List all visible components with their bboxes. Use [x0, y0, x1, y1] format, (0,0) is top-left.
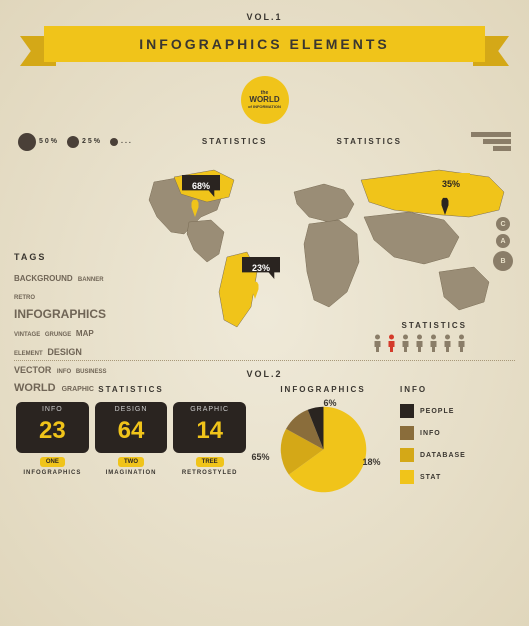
tag-word: MAP: [76, 329, 94, 338]
legend-item: PEOPLE: [400, 404, 513, 418]
pie-chart: 65% 18% 6%: [276, 402, 371, 497]
card-number: 14: [173, 415, 246, 453]
tag-word: GRUNGE: [45, 332, 73, 338]
tag-word: RETRO: [14, 295, 35, 301]
card-label: IMAGINATION: [95, 470, 168, 476]
pct-dot: ...: [110, 138, 133, 146]
legend-dot: B: [493, 251, 513, 271]
tag-word: VECTOR: [14, 365, 54, 375]
world-badge: the WORLD of INFORMATION: [241, 76, 289, 124]
map-legend-dots: CAB: [493, 217, 513, 271]
legend-swatch: [400, 404, 414, 418]
person-icon: [428, 334, 439, 352]
tag-word: INFO: [57, 369, 73, 375]
card-badge: ONE: [40, 457, 65, 467]
person-icon: [456, 334, 467, 352]
tag-word: BACKGROUND: [14, 274, 75, 283]
pie-pct-65: 65%: [252, 452, 270, 462]
person-icon: [386, 334, 397, 352]
tag-word: ELEMENT: [14, 351, 44, 357]
mini-bar: [471, 132, 511, 137]
legend-label: DATABASE: [420, 452, 466, 459]
card-number: 23: [16, 415, 89, 453]
legend-label: INFO: [420, 430, 441, 437]
legend-item: DATABASE: [400, 448, 513, 462]
pie-pct-6: 6%: [324, 398, 337, 408]
card-header: DESIGN: [95, 402, 168, 415]
mini-bar: [483, 139, 511, 144]
card-label: INFOGRAPHICS: [16, 470, 89, 476]
legend-swatch: [400, 426, 414, 440]
tags-section: TAGS BACKGROUND BANNER RETRO INFOGRAPHIC…: [14, 252, 124, 397]
people-icons: [372, 334, 467, 352]
person-icon: [372, 334, 383, 352]
legend-label: PEOPLE: [420, 408, 454, 415]
world-map-area: 68%35%23% TAGS BACKGROUND BANNER RETRO I…: [14, 157, 515, 352]
person-icon: [442, 334, 453, 352]
tag-word: BUSINESS: [76, 369, 107, 375]
tag-word: VINTAGE: [14, 332, 42, 338]
title-text: INFOGRAPHICS ELEMENTS: [44, 26, 485, 62]
tag-word: DESIGN: [47, 347, 82, 357]
person-icon: [400, 334, 411, 352]
card-header: INFO: [16, 402, 89, 415]
legend-swatch: [400, 448, 414, 462]
title-ribbon: INFOGRAPHICS ELEMENTS: [24, 26, 505, 68]
pct-dot: 50%: [18, 133, 59, 151]
stat-card: GRAPHIC14 TREE RETROSTYLED: [173, 402, 246, 476]
vol-1-label: VOL.1: [14, 12, 515, 22]
legend-title: INFO: [400, 385, 513, 394]
tag-word: INFOGRAPHICS: [14, 307, 106, 321]
person-icon: [414, 334, 425, 352]
legend-dot: C: [496, 217, 510, 231]
pct-dot: 25%: [67, 136, 102, 148]
stat-card: INFO23 ONE INFOGRAPHICS: [16, 402, 89, 476]
people-stats-label: STATISTICS: [402, 321, 467, 330]
card-header: GRAPHIC: [173, 402, 246, 415]
legend-label: STAT: [420, 474, 441, 481]
stat-card: DESIGN64 TWO IMAGINATION: [95, 402, 168, 476]
card-label: RETROSTYLED: [173, 470, 246, 476]
pie-title: INFOGRAPHICS: [258, 385, 388, 394]
stats-header-row: 50%25%... STATISTICS STATISTICS: [14, 132, 515, 151]
tag-word: WORLD: [14, 382, 59, 394]
pie-pct-18: 18%: [362, 457, 380, 467]
legend-item: INFO: [400, 426, 513, 440]
mini-bar: [493, 146, 511, 151]
card-badge: TREE: [196, 457, 224, 467]
legend-item: STAT: [400, 470, 513, 484]
tag-word: BANNER: [78, 277, 104, 283]
legend-dot: A: [496, 234, 510, 248]
card-badge: TWO: [118, 457, 144, 467]
legend-swatch: [400, 470, 414, 484]
tag-word: GRAPHIC: [62, 386, 94, 393]
card-number: 64: [95, 415, 168, 453]
